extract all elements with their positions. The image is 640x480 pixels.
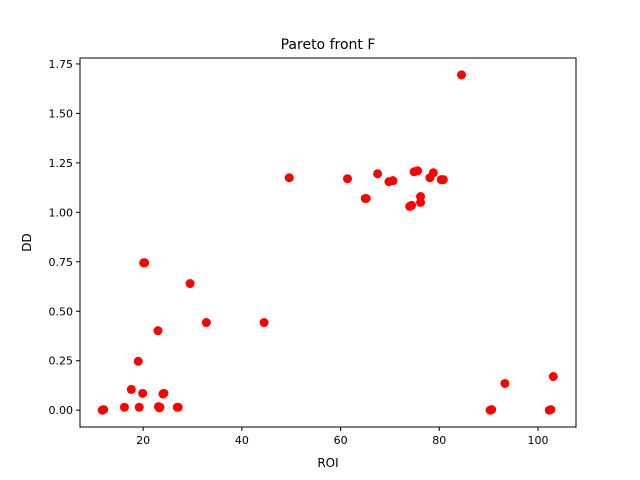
- y-axis-ticks: 0.00 0.25 0.50 0.75 1.00 1.25 1.50 1.75: [49, 58, 80, 417]
- plot-area: [80, 58, 576, 427]
- y-tick-label: 1.75: [49, 58, 74, 71]
- data-point: [259, 318, 269, 328]
- x-axis-label: ROI: [317, 456, 338, 470]
- y-tick-label: 0.75: [49, 256, 74, 269]
- y-tick-label: 0.00: [49, 404, 74, 417]
- data-point: [138, 388, 148, 398]
- x-axis-ticks: 20 40 60 80 100: [136, 427, 548, 447]
- data-point: [158, 389, 168, 399]
- plot-frame: [79, 57, 577, 428]
- data-point: [361, 193, 371, 203]
- y-tick-label: 1.00: [49, 206, 74, 219]
- data-point: [155, 402, 165, 412]
- data-point: [428, 168, 438, 178]
- y-tick-label: 1.25: [49, 157, 74, 170]
- data-point: [413, 166, 423, 176]
- data-point: [284, 173, 294, 183]
- x-tick-label: 20: [136, 434, 150, 447]
- data-point: [342, 174, 352, 184]
- data-point: [134, 402, 144, 412]
- y-tick-label: 0.50: [49, 305, 74, 318]
- y-tick-label: 1.50: [49, 107, 74, 120]
- x-tick-label: 40: [235, 434, 249, 447]
- y-tick-label: 0.25: [49, 355, 74, 368]
- data-point: [99, 405, 109, 415]
- data-point: [373, 169, 383, 179]
- data-point: [140, 258, 150, 268]
- data-point: [185, 279, 195, 289]
- y-axis-label: DD: [20, 233, 34, 251]
- data-points: [97, 70, 558, 415]
- data-point: [500, 378, 510, 388]
- data-point: [388, 176, 398, 186]
- data-point: [133, 356, 143, 366]
- x-tick-label: 80: [432, 434, 446, 447]
- data-point: [548, 372, 558, 382]
- data-point: [153, 326, 163, 336]
- data-point: [487, 405, 497, 415]
- data-point: [438, 175, 448, 185]
- data-point: [457, 70, 467, 80]
- data-point: [119, 402, 129, 412]
- data-point: [546, 405, 556, 415]
- data-point: [407, 200, 417, 210]
- data-point: [201, 318, 211, 328]
- x-tick-label: 60: [334, 434, 348, 447]
- chart-title: Pareto front F: [281, 37, 376, 53]
- data-point: [416, 197, 426, 207]
- data-point: [173, 402, 183, 412]
- data-point: [126, 384, 136, 394]
- x-tick-label: 100: [527, 434, 548, 447]
